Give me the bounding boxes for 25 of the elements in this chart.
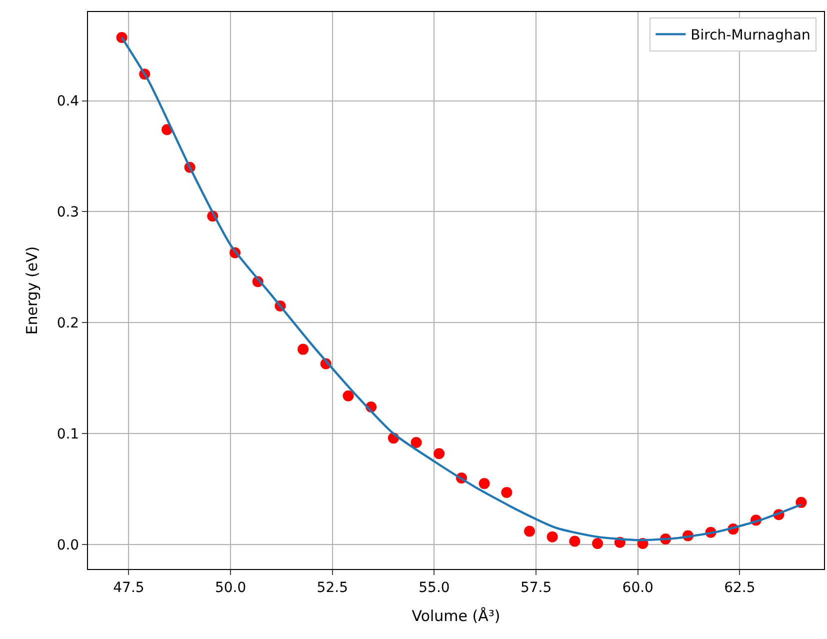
x-tick-label: 62.5 [724, 580, 756, 596]
y-tick-label: 0.0 [56, 537, 80, 554]
x-tick-label: 60.0 [622, 580, 654, 596]
point [546, 531, 558, 542]
point [298, 344, 309, 355]
point [524, 526, 536, 537]
point [592, 538, 604, 549]
y-tick-label: 0.3 [56, 204, 80, 221]
x-tick-label: 47.5 [113, 580, 144, 596]
x-axis-title: Volume (Å³) [412, 606, 500, 625]
y-tick-label: 0.4 [56, 94, 80, 110]
point [434, 448, 445, 460]
legend-label: Birch-Murnaghan [690, 28, 810, 44]
point [342, 390, 354, 402]
x-tick-label: 50.0 [214, 580, 246, 596]
point [410, 437, 422, 448]
y-tick-label: 0.1 [56, 426, 80, 443]
y-axis-title: Energy (eV) [23, 246, 42, 335]
x-tick-label: 52.5 [316, 580, 348, 596]
point [501, 486, 512, 498]
x-tick-label: 55.0 [418, 580, 450, 596]
x-tick-label: 57.5 [520, 580, 552, 596]
point [478, 478, 490, 490]
y-tick-label: 0.2 [56, 316, 80, 332]
point [569, 536, 580, 547]
